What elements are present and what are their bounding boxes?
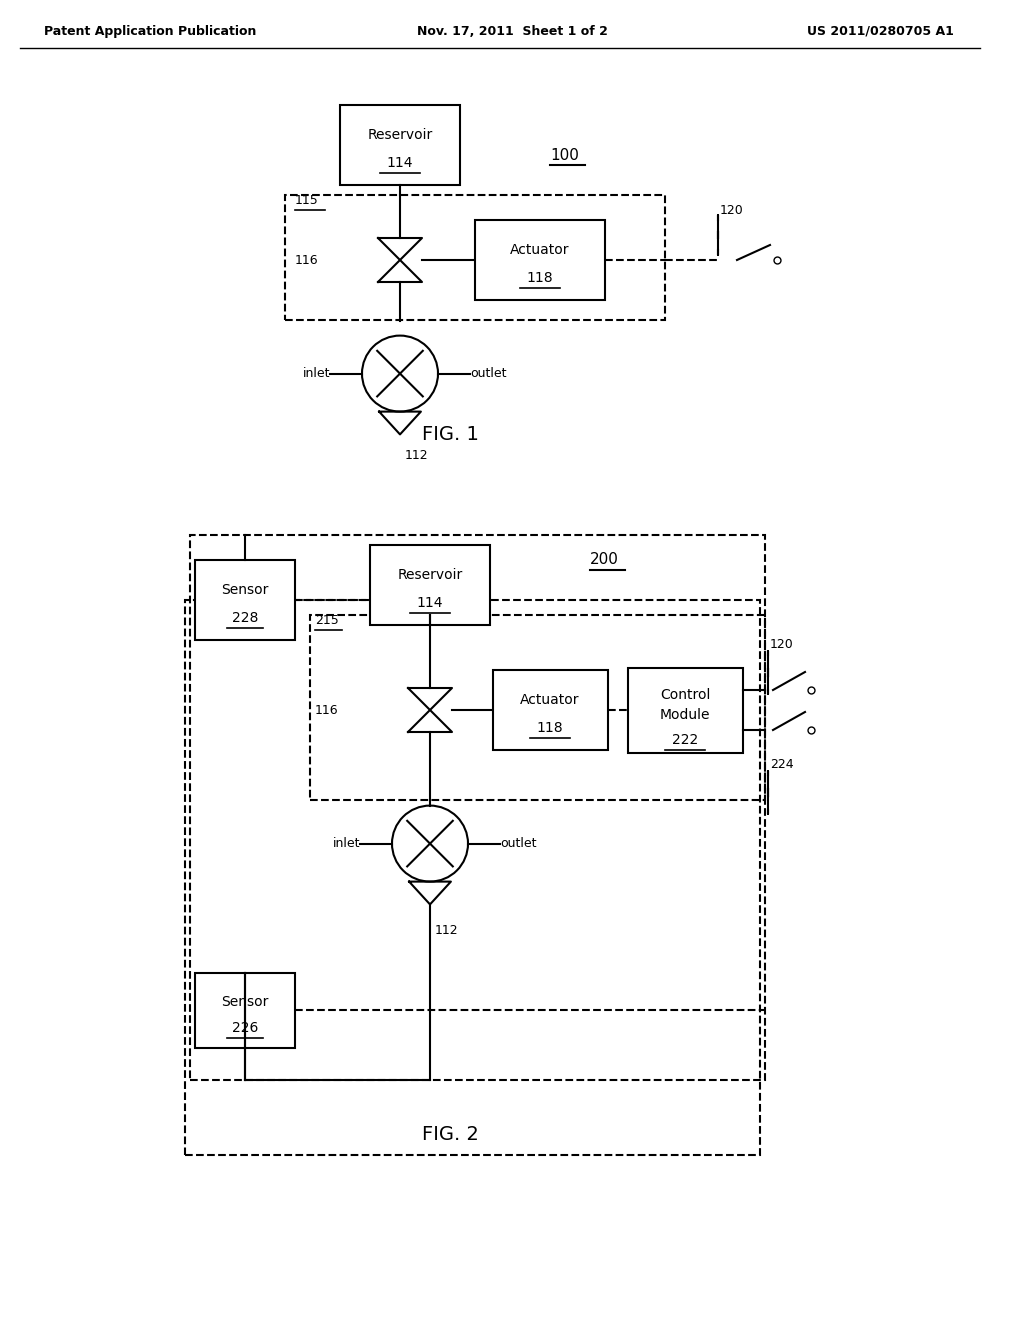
Text: Control: Control (659, 688, 711, 702)
Text: Sensor: Sensor (221, 995, 268, 1008)
Text: inlet: inlet (302, 367, 330, 380)
Text: 115: 115 (295, 194, 318, 206)
Text: Sensor: Sensor (221, 583, 268, 597)
Text: Reservoir: Reservoir (397, 568, 463, 582)
Bar (310, 615, 765, 800)
Text: 215: 215 (315, 614, 339, 627)
Text: 116: 116 (295, 253, 318, 267)
Text: 100: 100 (550, 148, 579, 162)
Text: 112: 112 (406, 449, 429, 462)
Polygon shape (378, 238, 422, 260)
Bar (628, 668, 742, 752)
Bar (475, 220, 605, 300)
Text: 120: 120 (720, 203, 743, 216)
Text: Patent Application Publication: Patent Application Publication (44, 25, 256, 38)
Text: 226: 226 (231, 1020, 258, 1035)
Bar (195, 973, 295, 1048)
Text: inlet: inlet (333, 837, 360, 850)
Text: 114: 114 (387, 156, 414, 170)
Text: FIG. 1: FIG. 1 (422, 425, 478, 445)
Text: Module: Module (659, 708, 711, 722)
Text: 224: 224 (770, 759, 794, 771)
Bar (195, 560, 295, 640)
Text: 118: 118 (537, 721, 563, 735)
Text: 114: 114 (417, 597, 443, 610)
Bar (340, 106, 460, 185)
Text: outlet: outlet (470, 367, 507, 380)
Bar (185, 601, 760, 1155)
Bar (493, 671, 607, 750)
Text: US 2011/0280705 A1: US 2011/0280705 A1 (807, 25, 953, 38)
Polygon shape (408, 710, 452, 733)
Bar (370, 545, 490, 624)
Bar (285, 195, 665, 319)
Polygon shape (378, 260, 422, 282)
Polygon shape (408, 688, 452, 710)
Text: 228: 228 (231, 611, 258, 624)
Text: 200: 200 (590, 553, 618, 568)
Text: 116: 116 (315, 704, 339, 717)
Text: 112: 112 (435, 924, 459, 937)
Text: 120: 120 (770, 639, 794, 652)
Text: Nov. 17, 2011  Sheet 1 of 2: Nov. 17, 2011 Sheet 1 of 2 (417, 25, 607, 38)
Text: Actuator: Actuator (520, 693, 580, 708)
Text: Reservoir: Reservoir (368, 128, 432, 143)
Text: outlet: outlet (500, 837, 537, 850)
Text: 222: 222 (672, 733, 698, 747)
Bar (190, 535, 765, 1080)
Text: 118: 118 (526, 271, 553, 285)
Text: Actuator: Actuator (510, 243, 569, 257)
Text: FIG. 2: FIG. 2 (422, 1126, 478, 1144)
